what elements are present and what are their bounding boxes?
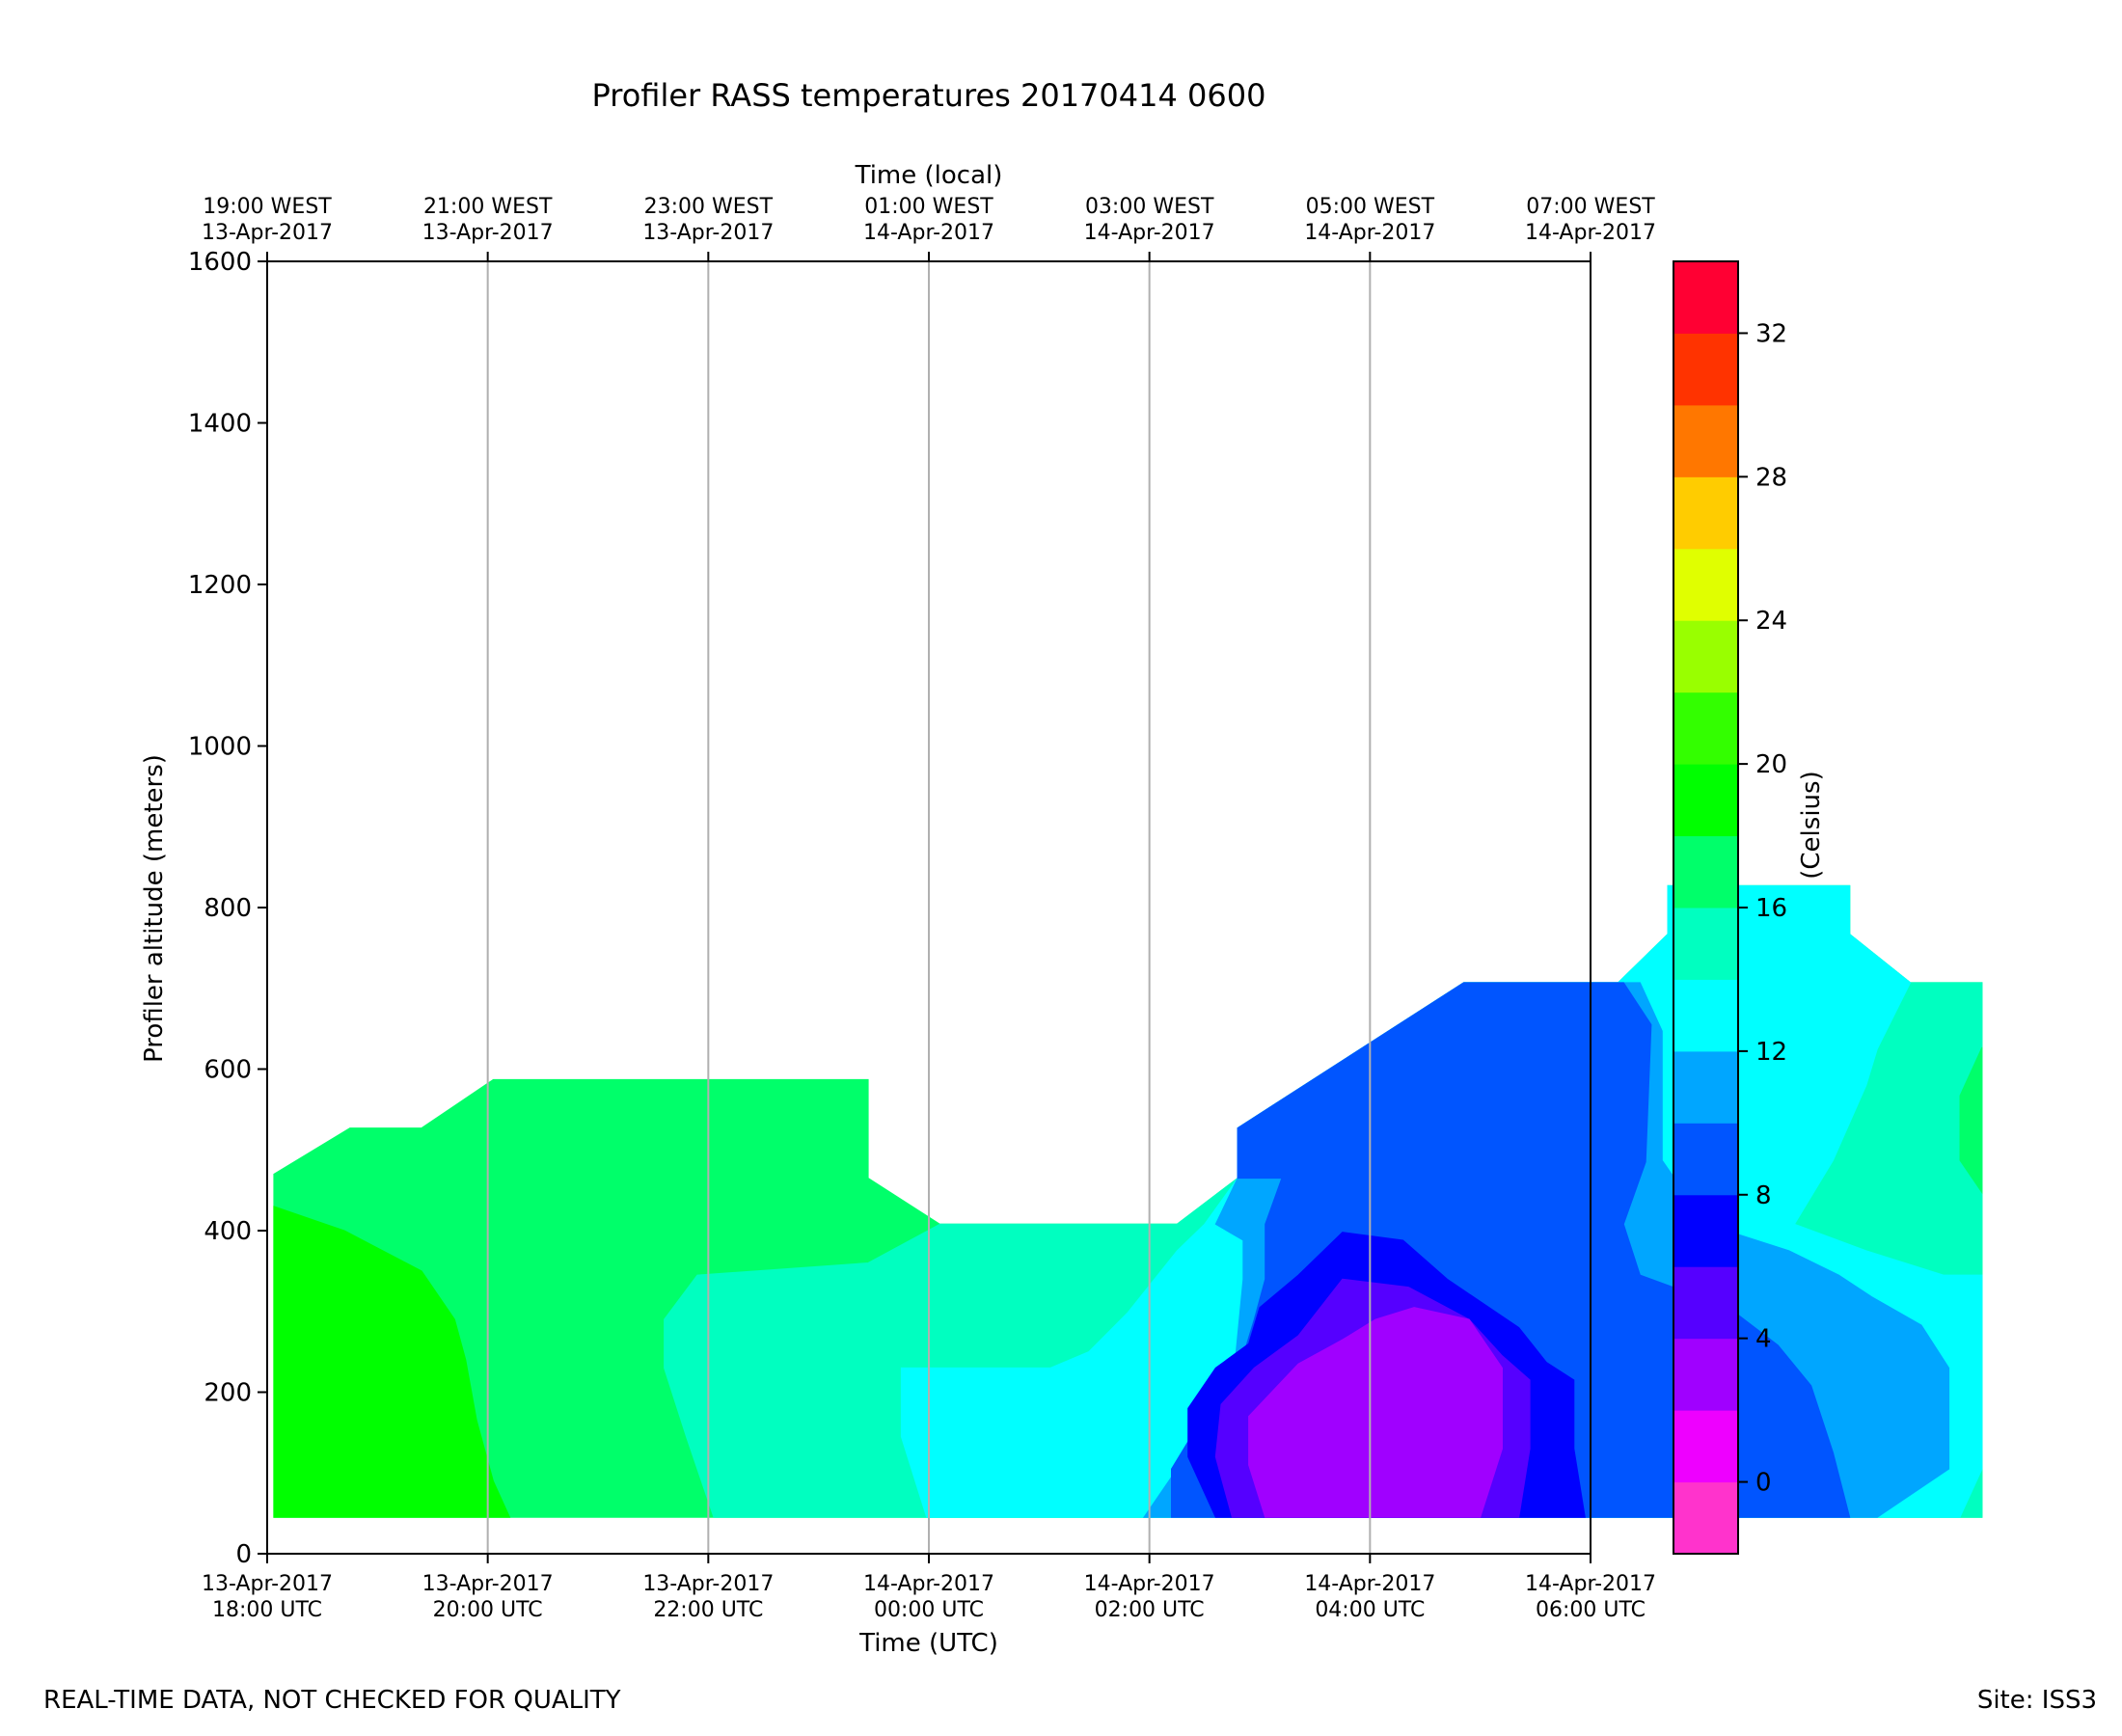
y-axis-label: Profiler altitude (meters) — [140, 754, 169, 1063]
x-tick-label-bottom-time: 02:00 UTC — [1095, 1598, 1205, 1622]
colorbar-segment — [1673, 476, 1738, 550]
y-tick-label: 1200 — [188, 571, 252, 600]
x-tick-label-top-date: 13-Apr-2017 — [202, 221, 333, 245]
quality-disclaimer: REAL-TIME DATA, NOT CHECKED FOR QUALITY — [43, 1686, 621, 1715]
x-tick-label-top-date: 14-Apr-2017 — [1304, 221, 1435, 245]
x-tick-label-top-date: 13-Apr-2017 — [422, 221, 554, 245]
x-tick-label-top-time: 21:00 WEST — [423, 195, 553, 219]
chart-title: Profiler RASS temperatures 20170414 0600 — [592, 77, 1266, 114]
x-tick-label-bottom-time: 22:00 UTC — [653, 1598, 763, 1622]
x-tick-label-bottom-date: 14-Apr-2017 — [1084, 1572, 1215, 1596]
x-tick-label-top-date: 14-Apr-2017 — [1525, 221, 1656, 245]
colorbar-tick-label: 28 — [1755, 463, 1787, 492]
x-tick-label-bottom-date: 13-Apr-2017 — [202, 1572, 333, 1596]
x-tick-label-top-date: 14-Apr-2017 — [863, 221, 994, 245]
contour-region-2-4C — [1248, 1307, 1503, 1518]
gridlines — [486, 261, 1372, 1554]
x-tick-label-top-time: 19:00 WEST — [203, 195, 332, 219]
y-tick-label: 600 — [204, 1056, 252, 1085]
colorbar-segment — [1673, 1050, 1738, 1124]
x-tick-label-top-time: 05:00 WEST — [1306, 195, 1435, 219]
colorbar-segment — [1673, 692, 1738, 765]
colorbar-segment — [1673, 1410, 1738, 1483]
colorbar-tick-label: 4 — [1755, 1325, 1772, 1354]
x-tick-label-top-time: 07:00 WEST — [1526, 195, 1655, 219]
colorbar-segment — [1673, 764, 1738, 837]
colorbar-segment — [1673, 1123, 1738, 1196]
x-tick-label-bottom-date: 13-Apr-2017 — [642, 1572, 774, 1596]
x-tick-label-bottom-date: 13-Apr-2017 — [422, 1572, 554, 1596]
colorbar-segment — [1673, 261, 1738, 334]
x-tick-label-bottom-time: 00:00 UTC — [874, 1598, 984, 1622]
y-tick-label: 1400 — [188, 410, 252, 439]
colorbar-tick-label: 32 — [1755, 319, 1787, 348]
y-tick-label: 0 — [235, 1540, 252, 1569]
colorbar-segment — [1673, 908, 1738, 980]
colorbar-segment — [1673, 835, 1738, 909]
colorbar-segment — [1673, 333, 1738, 406]
colorbar-tick-label: 8 — [1755, 1181, 1772, 1210]
colorbar-segment — [1673, 1481, 1738, 1555]
colorbar-tick-label: 0 — [1755, 1469, 1772, 1498]
colorbar-tick-label: 20 — [1755, 750, 1787, 779]
x-tick-label-bottom-date: 14-Apr-2017 — [1525, 1572, 1656, 1596]
x-tick-label-top-date: 14-Apr-2017 — [1084, 221, 1215, 245]
x-tick-label-bottom-time: 06:00 UTC — [1536, 1598, 1646, 1622]
colorbar-segment — [1673, 620, 1738, 693]
y-tick-label: 1000 — [188, 733, 252, 762]
y-tick-label: 400 — [204, 1217, 252, 1246]
colorbar-segment — [1673, 548, 1738, 621]
top-axis-label: Time (local) — [855, 161, 1003, 190]
x-tick-label-top-time: 01:00 WEST — [864, 195, 993, 219]
x-tick-label-bottom-time: 20:00 UTC — [433, 1598, 543, 1622]
x-tick-label-top-time: 03:00 WEST — [1085, 195, 1214, 219]
x-axis-label: Time (UTC) — [858, 1629, 998, 1658]
colorbar-segment — [1673, 1266, 1738, 1340]
y-tick-label: 200 — [204, 1379, 252, 1408]
colorbar-tick-label: 24 — [1755, 607, 1787, 636]
x-tick-label-bottom-time: 18:00 UTC — [212, 1598, 322, 1622]
x-tick-label-top-date: 13-Apr-2017 — [642, 221, 774, 245]
colorbar-tick-label: 16 — [1755, 894, 1787, 923]
site-label: Site: ISS3 — [1976, 1686, 2097, 1715]
colorbar-segment — [1673, 404, 1738, 477]
contour-region-16-18C — [1959, 1046, 1983, 1195]
colorbar-tick-label: 12 — [1755, 1038, 1787, 1067]
x-tick-label-bottom-time: 04:00 UTC — [1315, 1598, 1425, 1622]
y-tick-label: 1600 — [188, 248, 252, 277]
colorbar-segment — [1673, 1194, 1738, 1267]
x-tick-label-bottom-date: 14-Apr-2017 — [863, 1572, 994, 1596]
plot-frame — [266, 260, 1592, 1555]
contour-region-18-20C — [273, 1206, 511, 1518]
colorbar-segment — [1673, 979, 1738, 1052]
colorbar: 0 4 8 12 16 20 24 28 32 — [1673, 260, 1787, 1555]
y-tick-label: 800 — [204, 894, 252, 923]
colorbar-segment — [1673, 1338, 1738, 1411]
x-tick-label-top-time: 23:00 WEST — [644, 195, 774, 219]
x-tick-label-bottom-date: 14-Apr-2017 — [1304, 1572, 1435, 1596]
